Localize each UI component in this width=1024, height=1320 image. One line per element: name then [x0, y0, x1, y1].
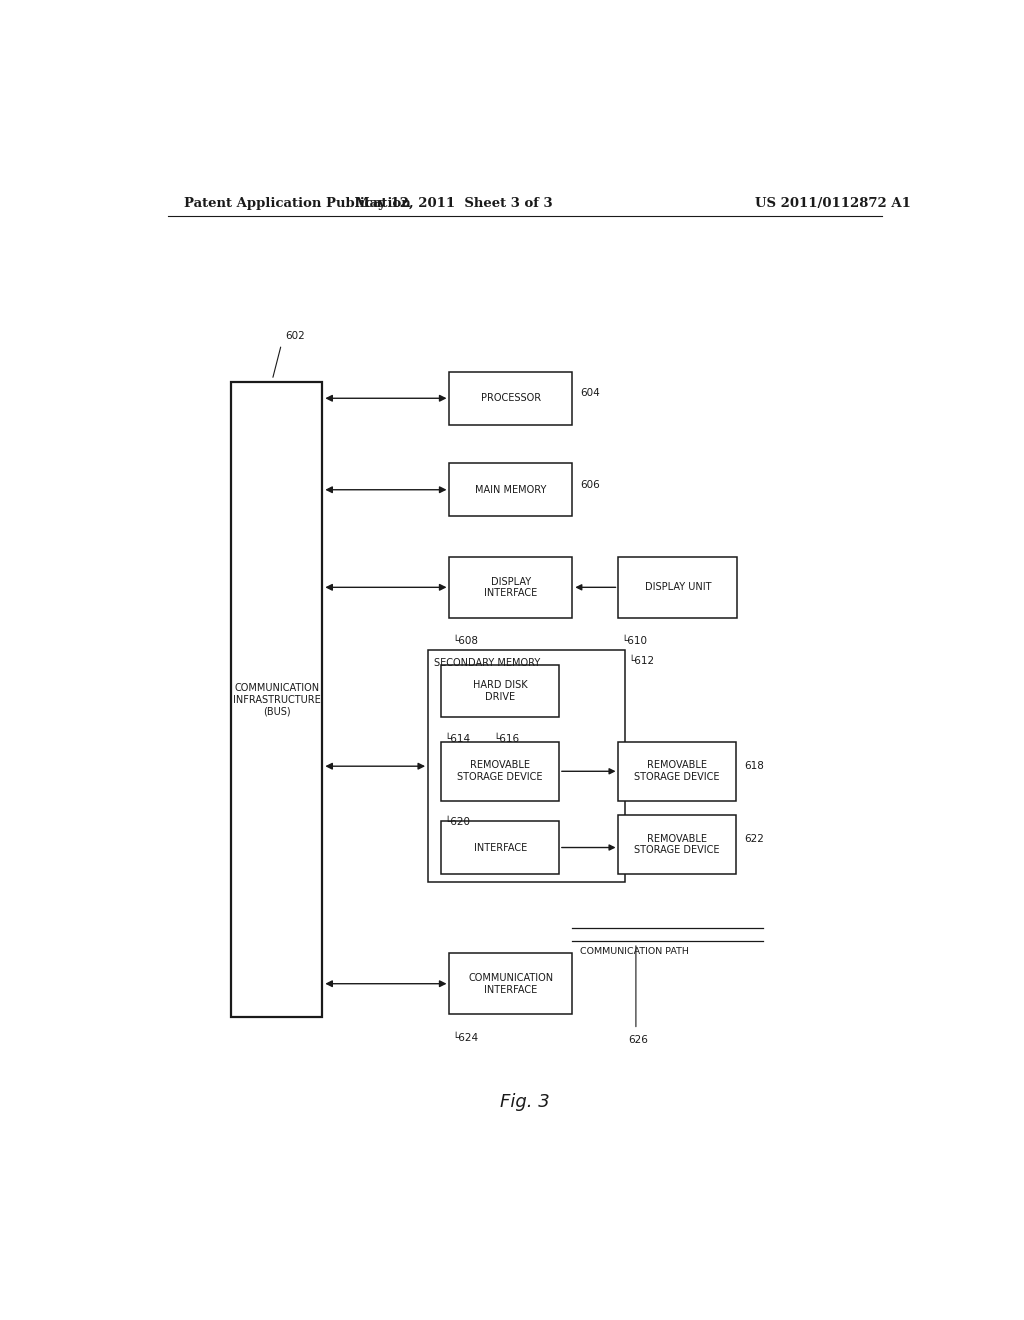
Bar [618, 742, 736, 801]
Bar [450, 463, 572, 516]
Bar [441, 742, 559, 801]
Text: REMOVABLE
STORAGE DEVICE: REMOVABLE STORAGE DEVICE [458, 760, 543, 781]
Bar [441, 821, 559, 874]
Text: 604: 604 [581, 388, 600, 399]
Text: INTERFACE: INTERFACE [473, 842, 526, 853]
Text: └614: └614 [443, 734, 470, 743]
Text: COMMUNICATION
INFRASTRUCTURE
(BUS): COMMUNICATION INFRASTRUCTURE (BUS) [232, 682, 321, 717]
Text: May 12, 2011  Sheet 3 of 3: May 12, 2011 Sheet 3 of 3 [354, 197, 552, 210]
Bar [441, 664, 559, 718]
Text: 602: 602 [286, 331, 305, 342]
Bar [428, 651, 625, 882]
Bar [231, 381, 323, 1018]
Bar [450, 953, 572, 1014]
Text: Patent Application Publication: Patent Application Publication [183, 197, 411, 210]
Text: 626: 626 [628, 1035, 648, 1044]
Text: └612: └612 [629, 656, 655, 665]
Text: REMOVABLE
STORAGE DEVICE: REMOVABLE STORAGE DEVICE [635, 834, 720, 855]
Text: DISPLAY
INTERFACE: DISPLAY INTERFACE [484, 577, 538, 598]
Text: DISPLAY UNIT: DISPLAY UNIT [645, 582, 712, 593]
Text: US 2011/0112872 A1: US 2011/0112872 A1 [755, 197, 910, 210]
Text: 622: 622 [743, 834, 764, 845]
Text: └624: └624 [452, 1032, 478, 1043]
Bar [450, 557, 572, 618]
Text: SECONDARY MEMORY: SECONDARY MEMORY [434, 657, 541, 668]
Bar [618, 557, 737, 618]
Text: PROCESSOR: PROCESSOR [481, 393, 541, 404]
Text: └610: └610 [621, 636, 647, 645]
Text: COMMUNICATION
INTERFACE: COMMUNICATION INTERFACE [468, 973, 554, 994]
Text: REMOVABLE
STORAGE DEVICE: REMOVABLE STORAGE DEVICE [635, 760, 720, 781]
Bar [618, 814, 736, 874]
Text: 618: 618 [743, 762, 764, 771]
Text: MAIN MEMORY: MAIN MEMORY [475, 484, 547, 495]
Bar [450, 372, 572, 425]
Text: COMMUNICATION PATH: COMMUNICATION PATH [581, 948, 689, 956]
Text: HARD DISK
DRIVE: HARD DISK DRIVE [473, 680, 527, 702]
Text: Fig. 3: Fig. 3 [500, 1093, 550, 1110]
Text: 606: 606 [581, 479, 600, 490]
Text: └616: └616 [494, 734, 519, 743]
Text: └608: └608 [452, 636, 478, 645]
Text: └620: └620 [443, 817, 470, 828]
